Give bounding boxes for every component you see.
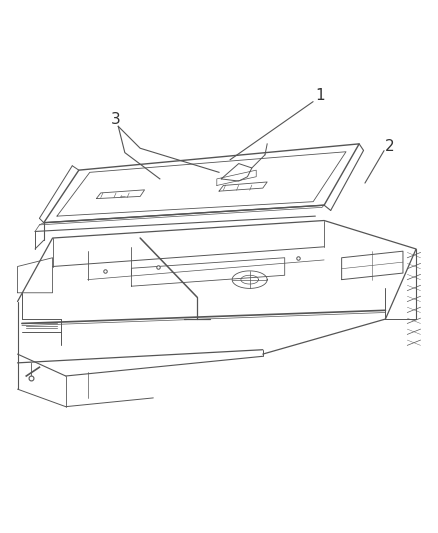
Text: 2: 2 (385, 139, 395, 154)
Text: 1: 1 (315, 88, 325, 103)
Text: 3: 3 (111, 112, 121, 127)
Text: ←: ← (120, 195, 126, 200)
